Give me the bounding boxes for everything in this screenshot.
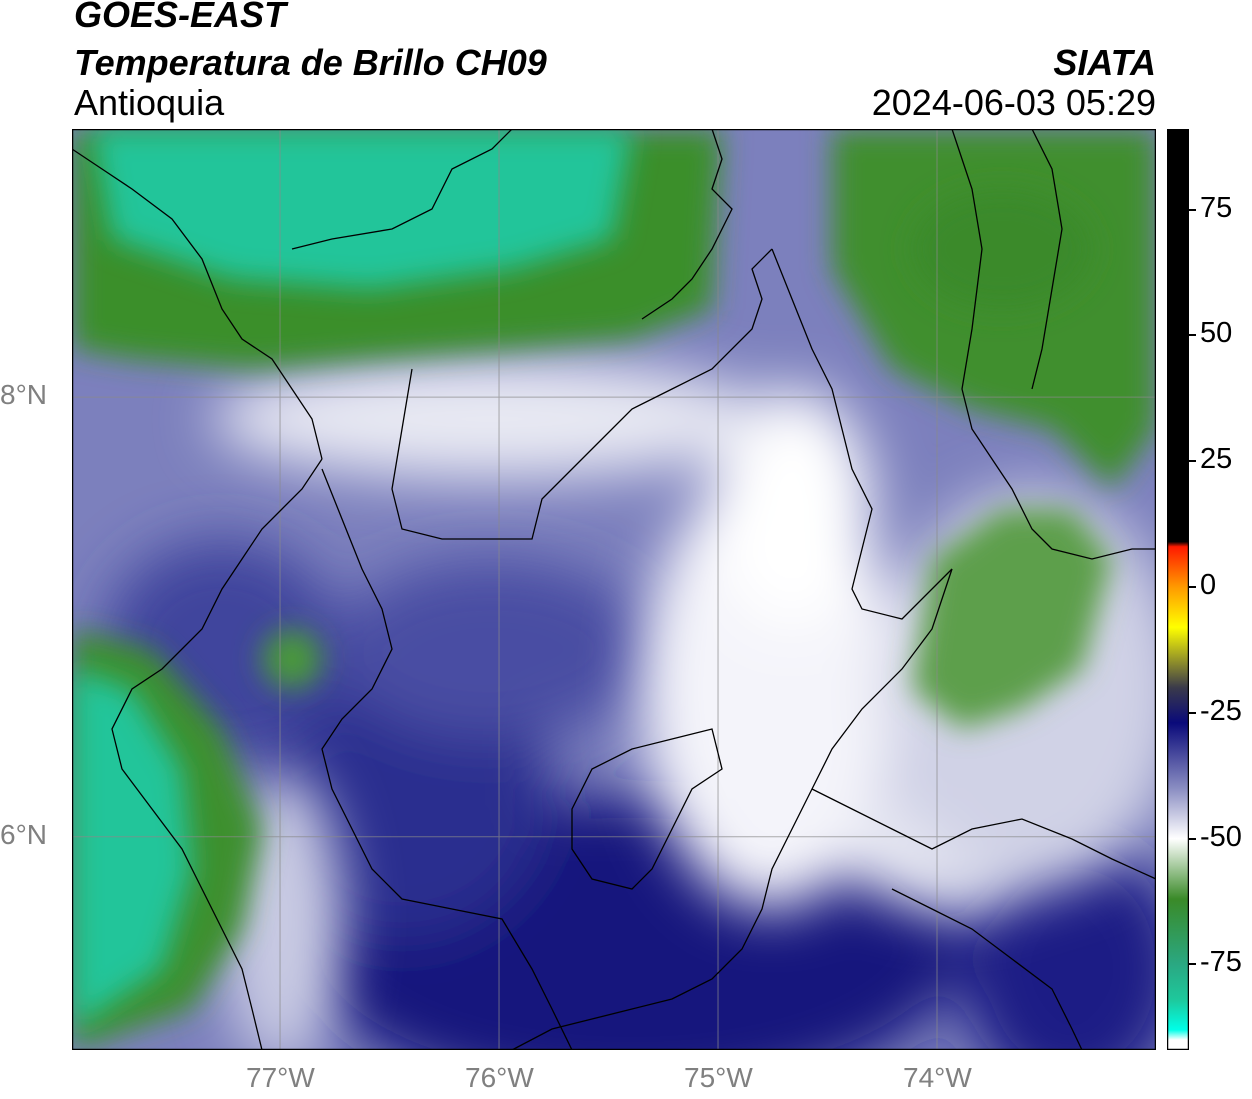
organization-label: SIATA [1053, 42, 1156, 83]
colorbar-tick-mark [1189, 208, 1196, 211]
colorbar-tick-mark [1189, 711, 1196, 714]
longitude-label: 75°W [684, 1062, 753, 1093]
gridlines [72, 129, 1156, 1050]
colorbar-tick-mark [1189, 334, 1196, 337]
satellite-title: GOES-EAST [74, 0, 287, 35]
colorbar-gradient [1167, 129, 1189, 1050]
colorbar-tick-label: 0 [1200, 568, 1217, 601]
product-title: Temperatura de Brillo CH09 [74, 42, 547, 83]
colorbar-tick-mark [1189, 460, 1196, 463]
brightness-temperature-map [72, 129, 1156, 1050]
colorbar-tick-mark [1189, 585, 1196, 588]
colorbar-tick-label: -75 [1200, 946, 1242, 979]
longitude-label: 74°W [903, 1062, 972, 1093]
colorbar-tick-mark [1189, 963, 1196, 966]
latitude-label: 6°N [0, 818, 47, 850]
colorbar [1167, 129, 1189, 1050]
longitude-label: 76°W [465, 1062, 534, 1093]
datetime-label: 2024-06-03 05:29 [871, 82, 1156, 123]
colorbar-frame [1167, 129, 1189, 1050]
colorbar-tick-label: -50 [1200, 820, 1242, 853]
region-title: Antioquia [74, 82, 225, 123]
cloud-field [72, 129, 1156, 1050]
colorbar-tick-label: -25 [1200, 694, 1242, 727]
colorbar-tick-label: 50 [1200, 317, 1233, 350]
colorbar-tick-label: 75 [1200, 191, 1233, 224]
colorbar-tick-mark [1189, 837, 1196, 840]
boundary-lines [72, 129, 1156, 1050]
longitude-label: 77°W [246, 1062, 315, 1093]
colorbar-tick-label: 25 [1200, 443, 1233, 476]
map-frame [72, 129, 1156, 1050]
latitude-label: 8°N [0, 379, 47, 411]
